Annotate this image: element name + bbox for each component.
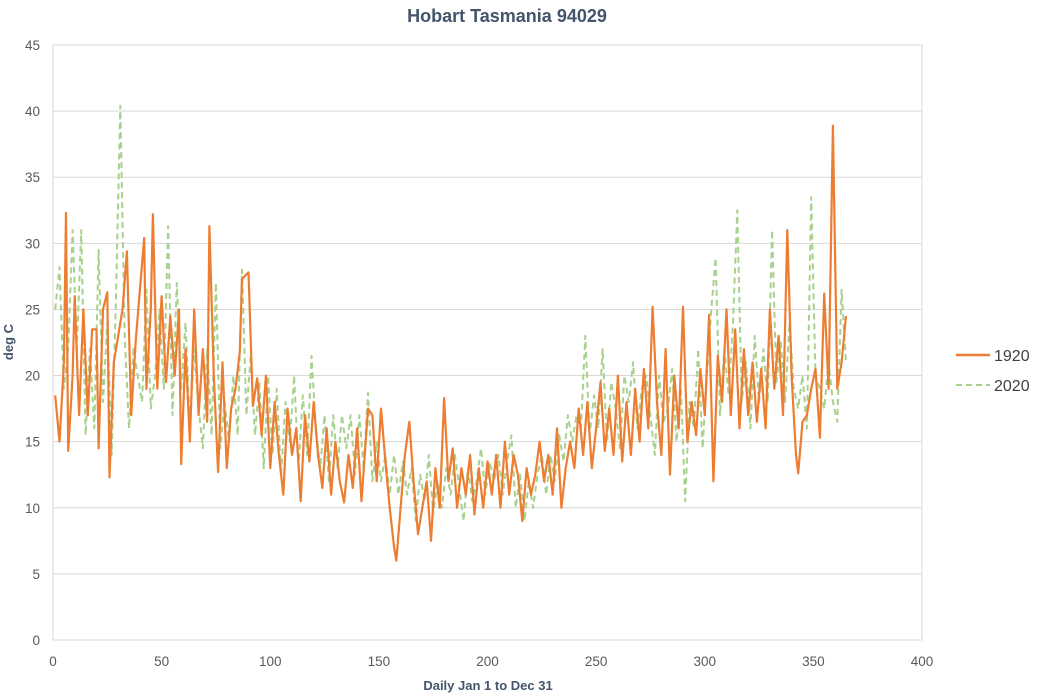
legend-label-2020: 2020 bbox=[994, 378, 1030, 395]
x-tick-label: 350 bbox=[802, 654, 825, 669]
y-tick-label: 35 bbox=[25, 170, 40, 185]
y-tick-label: 45 bbox=[25, 38, 40, 53]
chart-title: Hobart Tasmania 94029 bbox=[407, 6, 607, 26]
legend-label-1920: 1920 bbox=[994, 348, 1030, 365]
x-tick-label: 400 bbox=[911, 654, 934, 669]
x-tick-label: 300 bbox=[693, 654, 716, 669]
series-lines bbox=[54, 104, 848, 562]
y-tick-label: 10 bbox=[25, 501, 40, 516]
legend: 1920 2020 bbox=[956, 348, 1030, 395]
y-tick-label: 15 bbox=[25, 435, 40, 450]
x-tick-label: 100 bbox=[259, 654, 282, 669]
y-tick-label: 30 bbox=[25, 236, 40, 251]
y-axis-title: deg C bbox=[1, 323, 16, 360]
series-line-1920 bbox=[54, 124, 848, 562]
x-axis-ticks: 0 50 100 150 200 250 300 350 400 bbox=[49, 654, 933, 669]
y-tick-label: 25 bbox=[25, 302, 40, 317]
y-tick-label: 40 bbox=[25, 104, 40, 119]
x-axis-title: Daily Jan 1 to Dec 31 bbox=[423, 678, 552, 693]
x-tick-label: 150 bbox=[368, 654, 391, 669]
y-axis-ticks: 0 5 10 15 20 25 30 35 40 45 bbox=[25, 38, 40, 648]
plot-area bbox=[52, 44, 923, 641]
y-tick-label: 0 bbox=[32, 633, 40, 648]
x-tick-label: 50 bbox=[154, 654, 169, 669]
y-tick-label: 5 bbox=[32, 567, 40, 582]
x-tick-label: 0 bbox=[49, 654, 57, 669]
x-tick-label: 250 bbox=[585, 654, 608, 669]
y-tick-label: 20 bbox=[25, 369, 40, 384]
x-tick-label: 200 bbox=[476, 654, 499, 669]
